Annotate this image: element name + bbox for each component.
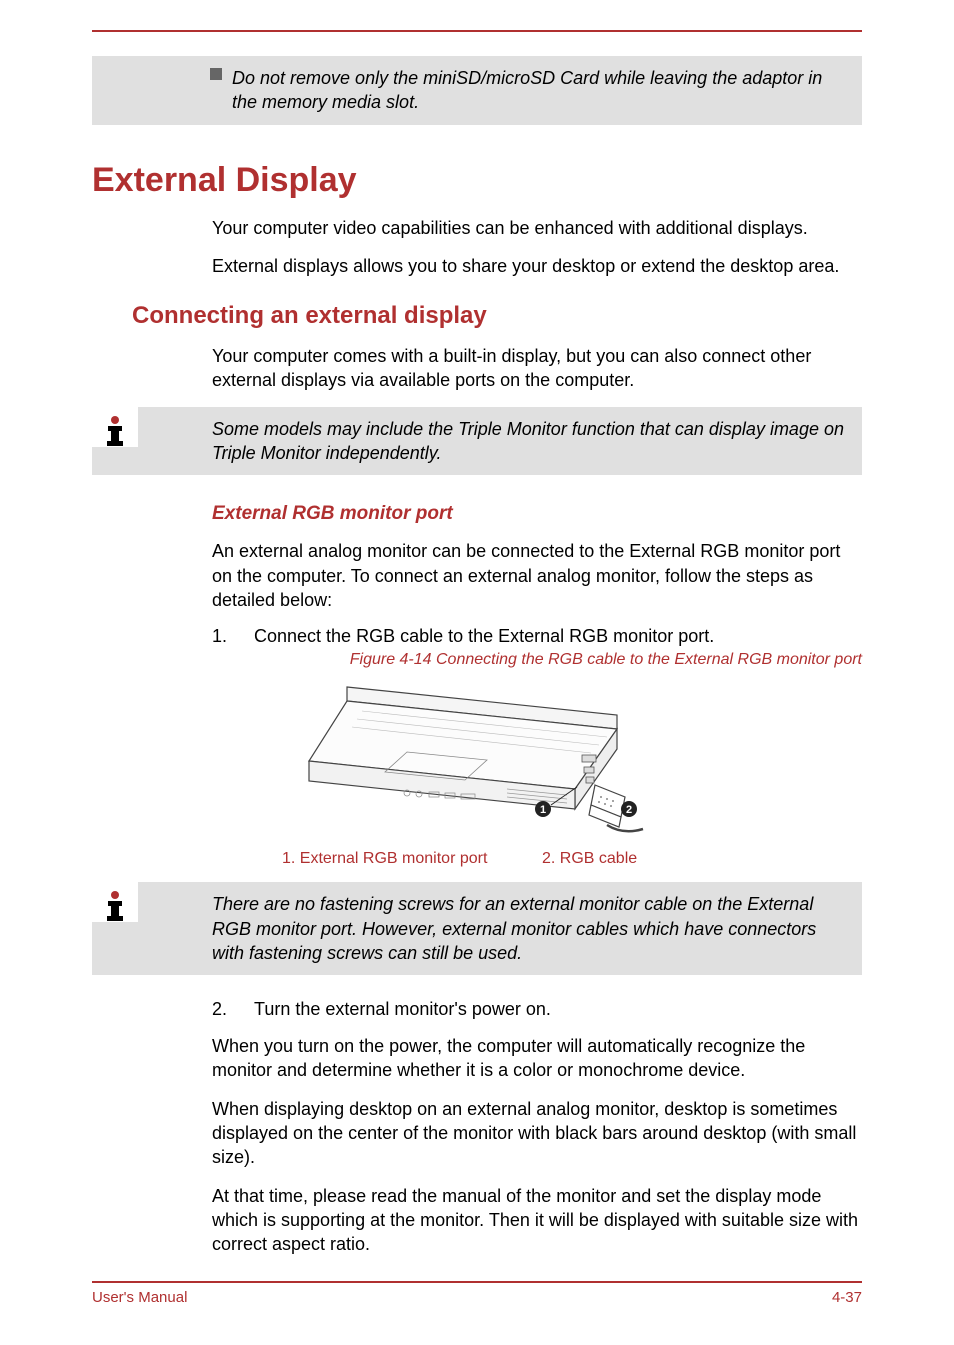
figure-caption: Figure 4-14 Connecting the RGB cable to … bbox=[92, 651, 862, 669]
rgb-para-1: When you turn on the power, the computer… bbox=[212, 1034, 862, 1083]
info-icon-cell-2 bbox=[92, 882, 138, 922]
top-note-text: Do not remove only the miniSD/microSD Ca… bbox=[232, 66, 842, 115]
step-1-text: Connect the RGB cable to the External RG… bbox=[254, 626, 714, 647]
info-note-2: There are no fastening screws for an ext… bbox=[92, 882, 862, 975]
info-icon bbox=[98, 888, 132, 922]
footer-right: 4-37 bbox=[832, 1289, 862, 1306]
step-list-2: 2. Turn the external monitor's power on. bbox=[212, 999, 862, 1020]
step-2-num: 2. bbox=[212, 999, 254, 1020]
page-footer: User's Manual 4-37 bbox=[92, 1289, 862, 1306]
step-2-text: Turn the external monitor's power on. bbox=[254, 999, 551, 1020]
intro-para-1: Your computer video capabilities can be … bbox=[212, 216, 862, 240]
figure-marker-2: 2 bbox=[626, 804, 632, 816]
rgb-intro: An external analog monitor can be connec… bbox=[212, 539, 862, 612]
bullet-icon bbox=[210, 68, 222, 80]
figure-legend: 1. External RGB monitor port 2. RGB cabl… bbox=[92, 850, 862, 868]
subsection-heading: Connecting an external display bbox=[132, 302, 862, 330]
figure-container: 1 2 bbox=[92, 677, 862, 842]
legend-2: 2. RGB cable bbox=[542, 850, 637, 868]
rgb-heading: External RGB monitor port bbox=[212, 503, 862, 525]
legend-1: 1. External RGB monitor port bbox=[282, 850, 542, 868]
figure-marker-1: 1 bbox=[540, 804, 546, 816]
top-note-box: Do not remove only the miniSD/microSD Ca… bbox=[92, 56, 862, 125]
step-list: 1. Connect the RGB cable to the External… bbox=[212, 626, 862, 647]
rgb-para-3: At that time, please read the manual of … bbox=[212, 1184, 862, 1257]
bottom-divider bbox=[92, 1281, 862, 1283]
step-1-num: 1. bbox=[212, 626, 254, 647]
section-heading: External Display bbox=[92, 161, 862, 200]
info-icon-cell bbox=[92, 407, 138, 447]
info-note-1-text: Some models may include the Triple Monit… bbox=[138, 407, 862, 476]
intro-para-2: External displays allows you to share yo… bbox=[212, 254, 862, 278]
page-container: Do not remove only the miniSD/microSD Ca… bbox=[0, 0, 954, 1326]
laptop-rgb-figure: 1 2 bbox=[307, 677, 647, 837]
info-icon bbox=[98, 413, 132, 447]
subsection-intro: Your computer comes with a built-in disp… bbox=[212, 344, 862, 393]
info-note-1: Some models may include the Triple Monit… bbox=[92, 407, 862, 476]
step-2: 2. Turn the external monitor's power on. bbox=[212, 999, 862, 1020]
step-1: 1. Connect the RGB cable to the External… bbox=[212, 626, 862, 647]
rgb-para-2: When displaying desktop on an external a… bbox=[212, 1097, 862, 1170]
info-note-2-text: There are no fastening screws for an ext… bbox=[138, 882, 862, 975]
footer-left: User's Manual bbox=[92, 1289, 187, 1306]
top-divider bbox=[92, 30, 862, 32]
